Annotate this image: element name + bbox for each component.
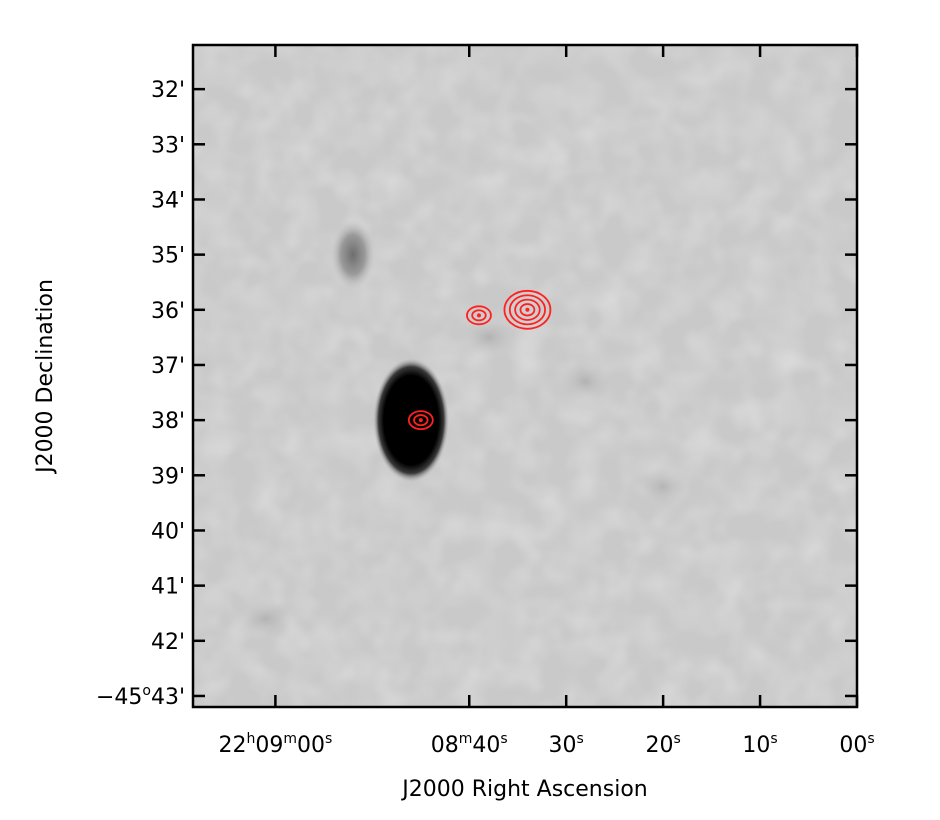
background-patch: [637, 466, 690, 507]
faint-source: [330, 218, 375, 291]
contour-mid: [466, 305, 492, 326]
contours: [407, 289, 552, 431]
contour-level: [508, 294, 546, 326]
image-noise: [193, 45, 857, 707]
y-tick-label: 41': [151, 575, 185, 600]
contour-peak: [476, 313, 481, 318]
contour-peak: [418, 418, 423, 423]
contour-level: [466, 305, 492, 326]
contour-level: [471, 309, 487, 322]
y-axis-title: J2000 Declination: [33, 279, 58, 475]
contour-level: [407, 410, 434, 431]
y-tick-label: −45o43': [96, 683, 185, 710]
dark-source: [373, 358, 450, 483]
source-blobs: [239, 218, 690, 639]
y-tick-label: 38': [151, 409, 185, 434]
x-axis-title: J2000 Right Ascension: [400, 777, 647, 802]
y-tick-label: 35': [151, 244, 185, 269]
y-tick-label: 34': [151, 188, 185, 213]
y-tick-label: 42': [151, 630, 185, 655]
background-patch: [239, 598, 292, 639]
x-tick-label: 10s: [742, 731, 777, 758]
background-patch: [559, 361, 612, 402]
y-tick-label: 32': [151, 78, 185, 103]
contour-peak: [525, 307, 530, 312]
x-tick-label: 20s: [645, 731, 680, 758]
contour-level: [519, 303, 536, 317]
y-axis-ticks: 32' 33' 34' 35' 36' 37' 38' 39' 40' 41' 42' −45o43': [96, 78, 857, 710]
y-tick-label: 33': [151, 133, 185, 158]
x-tick-label: 22h09m00s: [218, 731, 332, 758]
y-tick-label: 40': [151, 519, 185, 544]
contour-bright: [503, 289, 552, 330]
y-tick-label: 39': [151, 464, 185, 489]
x-axis-ticks: 22h09m00s 08m40s 30s 20s 10s 00s: [218, 45, 875, 758]
contour-level: [413, 414, 429, 427]
contour-level: [514, 298, 541, 321]
sky-image: [193, 45, 857, 707]
plot-frame: [191, 43, 859, 709]
y-tick-label: 36': [151, 299, 185, 324]
x-tick-label: 08m40s: [431, 731, 508, 758]
x-tick-label: 30s: [549, 731, 584, 758]
contour-dark-src: [407, 410, 434, 431]
background-patch: [462, 317, 515, 358]
contour-level: [503, 289, 552, 330]
y-tick-label: 37': [151, 354, 185, 379]
x-tick-label: 00s: [839, 731, 874, 758]
